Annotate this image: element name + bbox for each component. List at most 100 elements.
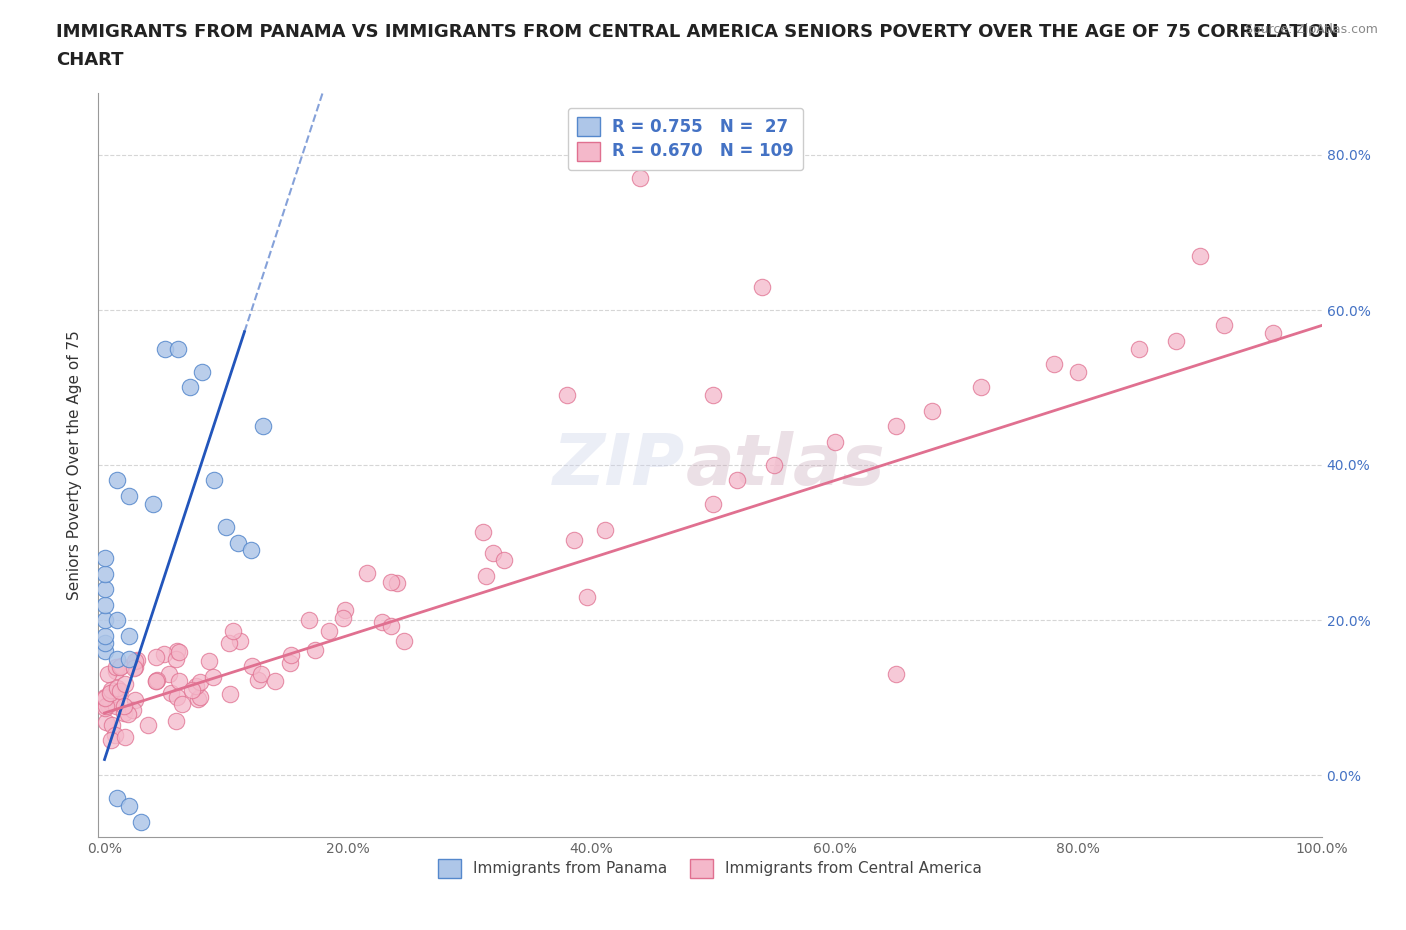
Point	[555, 388, 578, 403]
Point	[124, 692, 146, 707]
Point	[380, 575, 402, 590]
Point	[93, 613, 115, 628]
Point	[202, 473, 225, 488]
Point	[1213, 318, 1236, 333]
Point	[165, 713, 187, 728]
Point	[475, 568, 498, 583]
Point	[167, 673, 190, 688]
Text: Source: ZipAtlas.com: Source: ZipAtlas.com	[1244, 23, 1378, 36]
Point	[1261, 326, 1284, 340]
Point	[160, 685, 183, 700]
Point	[250, 667, 273, 682]
Point	[702, 388, 724, 403]
Point	[240, 658, 263, 673]
Point	[824, 434, 846, 449]
Point	[304, 643, 326, 658]
Text: atlas: atlas	[686, 431, 886, 499]
Point	[142, 497, 165, 512]
Point	[112, 699, 135, 714]
Point	[157, 666, 180, 681]
Point	[104, 664, 127, 679]
Point	[125, 652, 148, 667]
Point	[1128, 341, 1150, 356]
Point	[100, 685, 122, 700]
Point	[93, 700, 115, 715]
Point	[335, 603, 357, 618]
Point	[170, 697, 193, 711]
Point	[110, 658, 132, 673]
Point	[492, 552, 515, 567]
Point	[93, 551, 115, 565]
Point	[725, 473, 748, 488]
Point	[762, 458, 785, 472]
Point	[166, 341, 188, 356]
Point	[153, 646, 176, 661]
Point	[1043, 357, 1066, 372]
Point	[93, 628, 115, 643]
Point	[222, 623, 245, 638]
Point	[884, 667, 907, 682]
Point	[228, 633, 250, 648]
Point	[118, 628, 141, 643]
Point	[970, 380, 993, 395]
Point	[576, 590, 599, 604]
Point	[93, 566, 115, 581]
Point	[105, 659, 128, 674]
Point	[181, 683, 204, 698]
Point	[202, 670, 225, 684]
Point	[356, 565, 378, 580]
Point	[562, 533, 585, 548]
Point	[179, 380, 201, 395]
Point	[112, 705, 135, 720]
Point	[188, 690, 211, 705]
Point	[1164, 334, 1187, 349]
Point	[118, 799, 141, 814]
Point	[371, 615, 394, 630]
Point	[472, 525, 495, 539]
Point	[166, 689, 188, 704]
Point	[100, 732, 122, 747]
Point	[197, 653, 219, 668]
Point	[104, 727, 127, 742]
Point	[96, 698, 118, 713]
Point	[105, 613, 128, 628]
Point	[191, 365, 214, 379]
Point	[628, 171, 651, 186]
Point	[124, 660, 146, 675]
Point	[117, 707, 139, 722]
Point	[1188, 248, 1211, 263]
Point	[595, 523, 617, 538]
Point	[105, 790, 128, 805]
Point	[104, 686, 127, 701]
Point	[122, 703, 145, 718]
Text: ZIP: ZIP	[554, 431, 686, 499]
Point	[96, 714, 118, 729]
Point	[332, 610, 354, 625]
Point	[318, 623, 340, 638]
Point	[392, 634, 415, 649]
Point	[264, 673, 287, 688]
Point	[155, 341, 177, 356]
Point	[101, 718, 124, 733]
Point	[239, 543, 262, 558]
Text: CHART: CHART	[56, 51, 124, 69]
Point	[114, 677, 136, 692]
Point	[702, 497, 724, 512]
Point	[94, 690, 117, 705]
Point	[105, 681, 128, 696]
Point	[145, 674, 167, 689]
Point	[122, 661, 145, 676]
Point	[114, 730, 136, 745]
Point	[884, 418, 907, 433]
Point	[93, 581, 115, 596]
Point	[129, 814, 152, 829]
Point	[97, 667, 120, 682]
Point	[100, 683, 122, 698]
Point	[482, 546, 505, 561]
Point	[145, 674, 167, 689]
Point	[105, 698, 128, 713]
Y-axis label: Seniors Poverty Over the Age of 75: Seniors Poverty Over the Age of 75	[67, 330, 83, 600]
Point	[166, 644, 188, 658]
Text: IMMIGRANTS FROM PANAMA VS IMMIGRANTS FROM CENTRAL AMERICA SENIORS POVERTY OVER T: IMMIGRANTS FROM PANAMA VS IMMIGRANTS FRO…	[56, 23, 1339, 41]
Point	[93, 690, 115, 705]
